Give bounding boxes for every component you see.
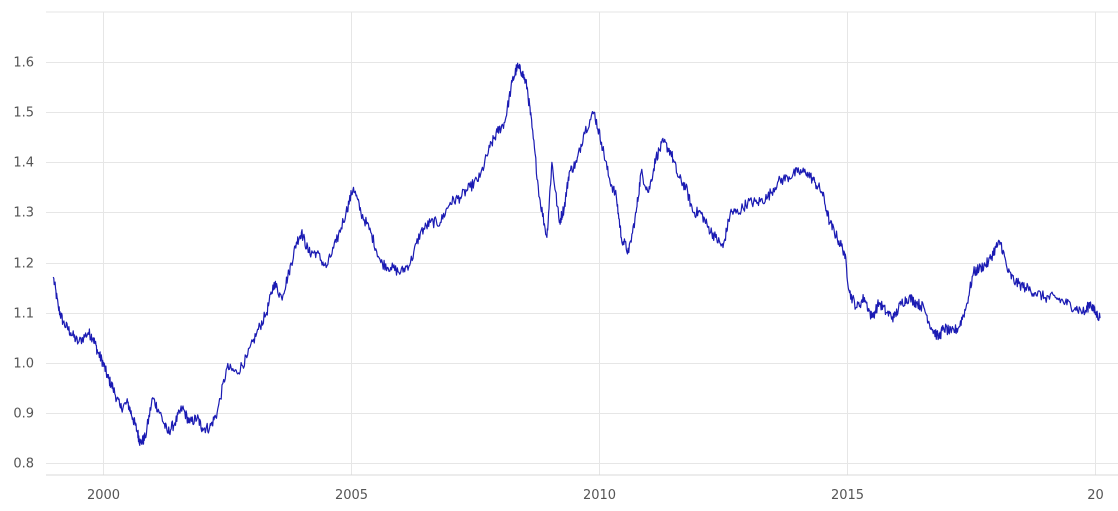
y-tick-label: 1.4 <box>13 156 34 171</box>
y-tick-label: 0.8 <box>13 457 34 472</box>
x-tick-label: 2015 <box>831 488 864 503</box>
y-tick-label: 1.1 <box>13 307 34 322</box>
y-tick-label: 0.9 <box>13 407 34 422</box>
y-tick-label: 1.3 <box>13 206 34 221</box>
x-tick-label: 2005 <box>335 488 368 503</box>
x-tick-label: 20 <box>1087 488 1104 503</box>
x-tick-label: 2000 <box>87 488 120 503</box>
x-tick-labels: 2000 2005 2010 2015 20 <box>87 488 1104 503</box>
grid-lines <box>46 11 1118 475</box>
y-tick-label: 1.2 <box>13 257 34 272</box>
y-tick-label: 1.5 <box>13 106 34 121</box>
series-layer <box>52 62 1101 446</box>
x-tick-label: 2010 <box>583 488 616 503</box>
y-tick-label: 1.6 <box>13 56 34 71</box>
series-line <box>52 62 1101 446</box>
y-tick-labels: 0.8 0.9 1.0 1.1 1.2 1.3 1.4 1.5 1.6 <box>13 56 34 472</box>
y-tick-label: 1.0 <box>13 357 34 372</box>
